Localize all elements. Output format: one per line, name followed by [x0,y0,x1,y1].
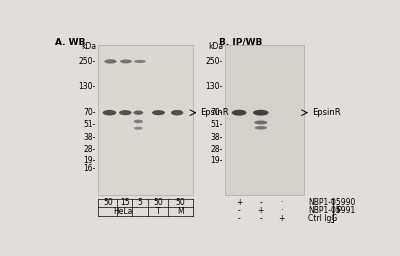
Ellipse shape [120,59,132,63]
Text: 50: 50 [103,198,113,207]
Text: kDa: kDa [208,41,224,51]
Text: +: + [236,198,242,207]
Text: B. IP/WB: B. IP/WB [219,38,262,47]
Text: +: + [258,206,264,215]
Text: 70-: 70- [83,108,96,117]
Ellipse shape [152,110,165,115]
Text: 50: 50 [153,198,163,207]
Ellipse shape [133,111,143,115]
Text: 130-: 130- [78,82,96,91]
Text: 51-: 51- [83,120,96,129]
Text: HeLa: HeLa [114,207,133,216]
Text: -: - [238,214,240,223]
Text: EpsinR: EpsinR [200,108,229,117]
Text: 51-: 51- [210,120,223,129]
Text: 38-: 38- [210,133,223,142]
Ellipse shape [134,120,143,123]
Text: ·: · [280,198,282,207]
Text: +: + [278,214,284,223]
Text: 50: 50 [175,198,185,207]
Text: -: - [260,214,262,223]
Ellipse shape [171,110,183,115]
Text: EpsinR: EpsinR [312,108,340,117]
Text: 28-: 28- [83,145,96,154]
Text: -: - [260,198,262,207]
Text: 250-: 250- [206,57,223,66]
Ellipse shape [104,59,117,63]
Ellipse shape [119,110,132,115]
Ellipse shape [232,110,246,116]
Text: M: M [177,207,184,216]
Text: 70-: 70- [210,108,223,117]
Text: -: - [238,206,240,215]
Text: 19-: 19- [83,156,96,165]
Text: kDa: kDa [81,41,96,51]
Text: 28-: 28- [210,145,223,154]
Text: 16-: 16- [83,164,96,173]
Text: 19-: 19- [210,156,223,165]
Text: A. WB: A. WB [55,38,85,47]
Text: Ctrl IgG: Ctrl IgG [308,214,337,223]
Bar [225,45,304,195]
Text: 15: 15 [120,198,130,207]
Text: 38-: 38- [83,133,96,142]
Ellipse shape [134,60,146,63]
Bar [98,45,193,195]
Ellipse shape [255,126,267,130]
Text: NBP1-05991: NBP1-05991 [308,206,355,215]
Text: 250-: 250- [78,57,96,66]
Ellipse shape [134,127,143,130]
Text: 5: 5 [138,198,142,207]
Text: 130-: 130- [206,82,223,91]
Text: IP: IP [335,206,342,215]
Text: T: T [156,207,160,216]
Ellipse shape [253,110,268,116]
Text: NBP1-05990: NBP1-05990 [308,198,355,207]
Text: ·: · [280,206,282,215]
Ellipse shape [103,110,116,115]
Ellipse shape [254,121,267,124]
